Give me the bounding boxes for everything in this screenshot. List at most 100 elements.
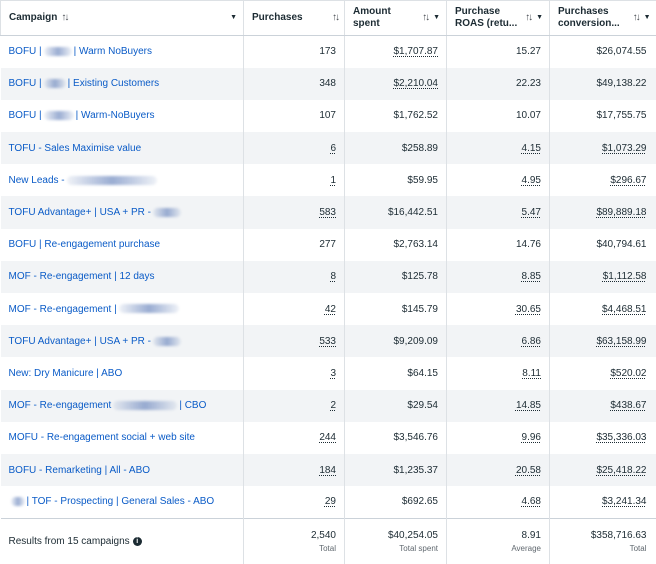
column-label-conversion: Purchases conversion... <box>558 6 622 30</box>
roas-cell-value: 10.07 <box>516 110 541 121</box>
amount-spent-cell-value: $1,235.37 <box>394 465 439 476</box>
campaign-cell: New: Dry Manicure | ABO <box>1 357 244 389</box>
average-roas-value: 8.91 <box>455 530 541 541</box>
roas-cell-value: 14.76 <box>516 239 541 250</box>
column-header-conversion[interactable]: Purchases conversion... ↑↓ ▼ <box>550 1 656 36</box>
conversion-value-cell: $40,794.61 <box>550 229 656 261</box>
roas-cell-value: 4.68 <box>522 496 541 507</box>
campaign-cell: | TOF - Prospecting | General Sales - AB… <box>1 486 244 518</box>
campaign-link[interactable]: MOF - Re-engagement| CBO <box>9 400 207 411</box>
campaign-link[interactable]: MOFU - Re-engagement social + web site <box>9 432 195 443</box>
campaign-cell: MOF - Re-engagement | <box>1 293 244 325</box>
total-spent-label: Total spent <box>353 544 438 553</box>
redacted-text <box>119 304 179 313</box>
conversion-value-cell: $35,336.03 <box>550 422 656 454</box>
campaign-name-prefix: BOFU | Re-engagement purchase <box>9 239 161 250</box>
roas-cell: 9.96 <box>447 422 550 454</box>
campaign-link[interactable]: New Leads - <box>9 175 159 186</box>
campaign-link[interactable]: BOFU || Warm-NoBuyers <box>9 110 155 121</box>
conversion-value-cell: $1,073.29 <box>550 132 656 164</box>
conversion-value-cell-value: $89,889.18 <box>596 207 646 218</box>
amount-spent-cell: $59.95 <box>345 164 447 196</box>
table-row: TOFU Advantage+ | USA + PR - 533 $9,209.09… <box>1 325 656 357</box>
average-roas: 8.91 Average <box>447 518 550 564</box>
column-label-purchases: Purchases <box>252 12 303 24</box>
amount-spent-cell-value: $59.95 <box>407 175 438 186</box>
campaign-cell: BOFU - Remarketing | All - ABO <box>1 454 244 486</box>
table-row: TOFU Advantage+ | USA + PR -583$16,442.5… <box>1 196 656 228</box>
campaign-link[interactable]: | TOF - Prospecting | General Sales - AB… <box>9 496 215 507</box>
roas-cell: 4.15 <box>447 132 550 164</box>
purchases-cell: 29 <box>244 486 345 518</box>
conversion-value-cell: $4,468.51 <box>550 293 656 325</box>
purchases-cell: 583 <box>244 196 345 228</box>
conversion-value-cell: $49,138.22 <box>550 68 656 100</box>
purchases-cell: 2 <box>244 390 345 422</box>
amount-spent-cell-value: $692.65 <box>402 496 438 507</box>
total-purchases: 2,540 Total <box>244 518 345 564</box>
column-label-amount-spent: Amount spent <box>353 6 403 30</box>
conversion-value-cell-value: $40,794.61 <box>596 239 646 250</box>
roas-cell-value: 8.11 <box>522 368 541 379</box>
info-icon[interactable]: i <box>133 537 142 546</box>
column-header-amount-spent[interactable]: Amount spent ↑↓ ▼ <box>345 1 447 36</box>
conversion-value-cell-value: $3,241.34 <box>602 496 647 507</box>
purchases-cell-value: 533 <box>319 336 336 347</box>
total-purchases-label: Total <box>252 544 336 553</box>
campaign-link[interactable]: MOF - Re-engagement | <box>9 304 181 315</box>
purchases-cell-value: 42 <box>325 304 336 315</box>
conversion-value-cell: $89,889.18 <box>550 196 656 228</box>
column-header-campaign[interactable]: Campaign ↑↓ ▼ <box>1 1 244 36</box>
column-header-roas[interactable]: Purchase ROAS (retu... ↑↓ ▼ <box>447 1 550 36</box>
campaign-link[interactable]: New: Dry Manicure | ABO <box>9 368 123 379</box>
roas-cell: 14.76 <box>447 229 550 261</box>
campaign-link[interactable]: BOFU || Warm NoBuyers <box>9 46 153 57</box>
purchases-cell-value: 244 <box>319 432 336 443</box>
campaign-cell: TOFU Advantage+ | USA + PR - <box>1 325 244 357</box>
conversion-value-cell-value: $63,158.99 <box>596 336 646 347</box>
conversion-value-cell-value: $4,468.51 <box>602 304 647 315</box>
purchases-cell-value: 277 <box>319 239 336 250</box>
redacted-text <box>11 497 25 506</box>
conversion-value-cell-value: $1,073.29 <box>602 143 647 154</box>
conversion-value-cell: $63,158.99 <box>550 325 656 357</box>
campaign-name-prefix: TOFU Advantage+ | USA + PR - <box>9 207 151 218</box>
roas-cell: 8.85 <box>447 261 550 293</box>
redacted-text <box>67 176 157 185</box>
campaign-link[interactable]: TOFU Advantage+ | USA + PR - <box>9 207 183 218</box>
campaign-cell: BOFU || Warm NoBuyers <box>1 36 244 68</box>
purchases-cell-value: 1 <box>330 175 336 186</box>
campaign-cell: TOFU Advantage+ | USA + PR - <box>1 196 244 228</box>
campaign-link[interactable]: TOFU - Sales Maximise value <box>9 143 142 154</box>
sort-arrows-icon[interactable]: ↑↓ <box>422 12 428 24</box>
total-spent: $40,254.05 Total spent <box>345 518 447 564</box>
purchases-cell-value: 29 <box>325 496 336 507</box>
caret-down-icon[interactable]: ▼ <box>536 12 543 24</box>
purchases-cell: 533 <box>244 325 345 357</box>
results-label: Results from 15 campaigns <box>9 536 130 547</box>
campaign-cell: BOFU | Re-engagement purchase <box>1 229 244 261</box>
sort-arrows-icon[interactable]: ↑↓ <box>61 12 67 24</box>
column-header-purchases[interactable]: Purchases ↑↓ <box>244 1 345 36</box>
conversion-value-cell: $17,755.75 <box>550 100 656 132</box>
caret-down-icon[interactable]: ▼ <box>433 12 440 24</box>
amount-spent-cell: $29.54 <box>345 390 447 422</box>
caret-down-icon[interactable]: ▼ <box>230 12 237 24</box>
purchases-cell-value: 3 <box>330 368 336 379</box>
sort-arrows-icon[interactable]: ↑↓ <box>332 12 338 24</box>
caret-down-icon[interactable]: ▼ <box>644 12 651 24</box>
campaign-link[interactable]: MOF - Re-engagement | 12 days <box>9 271 155 282</box>
amount-spent-cell-value: $9,209.09 <box>394 336 439 347</box>
campaign-cell: BOFU || Existing Customers <box>1 68 244 100</box>
campaign-link[interactable]: BOFU - Remarketing | All - ABO <box>9 465 151 476</box>
campaign-link[interactable]: BOFU || Existing Customers <box>9 78 160 89</box>
purchases-cell-value: 8 <box>330 271 336 282</box>
roas-cell-value: 20.58 <box>516 465 541 476</box>
sort-arrows-icon[interactable]: ↑↓ <box>633 12 639 24</box>
sort-arrows-icon[interactable]: ↑↓ <box>525 12 531 24</box>
campaign-link[interactable]: TOFU Advantage+ | USA + PR - <box>9 336 183 347</box>
campaign-link[interactable]: BOFU | Re-engagement purchase <box>9 239 161 250</box>
